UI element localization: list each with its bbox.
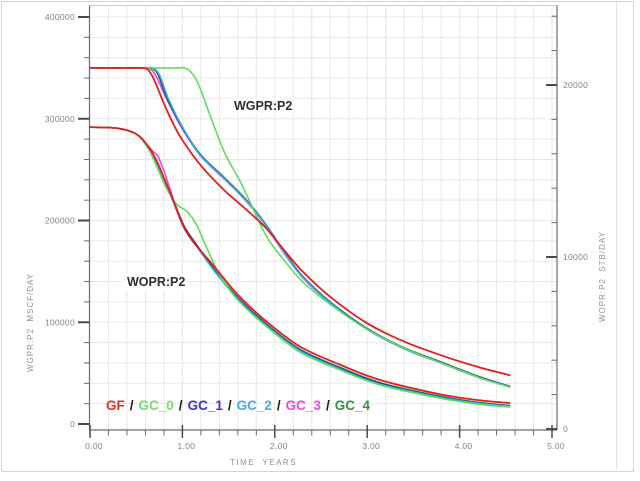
legend-item-GC_0: GC_0 <box>138 398 174 413</box>
axis-spines <box>88 5 558 431</box>
legend-item-GC_3: GC_3 <box>285 398 321 413</box>
svg-text:3.00: 3.00 <box>362 441 380 451</box>
svg-text:0.00: 0.00 <box>85 441 103 451</box>
svg-text:10000: 10000 <box>563 252 588 262</box>
svg-text:300000: 300000 <box>45 114 75 124</box>
svg-text:2.00: 2.00 <box>270 441 288 451</box>
y-left-axis: 400000 300000 200000 100000 0 <box>45 12 90 429</box>
legend-item-GC_1: GC_1 <box>187 398 223 413</box>
curve-label-wgpr: WGPR:P2 <box>231 98 296 114</box>
legend-separator: / <box>178 398 183 413</box>
legend-separator: / <box>129 398 134 413</box>
legend-separator: / <box>325 398 330 413</box>
series-curves <box>89 66 511 408</box>
curve-label-wopr: WOPR:P2 <box>124 274 189 290</box>
svg-text:0: 0 <box>563 424 568 434</box>
svg-text:20000: 20000 <box>563 80 588 90</box>
legend-item-GC_4: GC_4 <box>334 398 370 413</box>
svg-text:100000: 100000 <box>45 317 75 327</box>
y-right-axis: 20000 10000 0 <box>546 15 588 434</box>
svg-text:4.00: 4.00 <box>455 441 473 451</box>
legend-item-GF: GF <box>106 398 125 413</box>
legend-separator: / <box>227 398 232 413</box>
svg-text:1.00: 1.00 <box>178 441 196 451</box>
svg-text:400000: 400000 <box>45 12 75 22</box>
svg-text:5.00: 5.00 <box>547 441 565 451</box>
series-WGPR-P2-GC_0 <box>89 66 511 388</box>
series-WOPR-P2-GF <box>89 126 511 404</box>
series-WGPR-P2-GF <box>89 66 511 377</box>
panel-inner-edge <box>616 2 617 470</box>
gridlines <box>89 5 557 430</box>
legend-separator: / <box>276 398 281 413</box>
legend: GF / GC_0 / GC_1 / GC_2 / GC_3 / GC_4 <box>106 398 370 413</box>
legend-item-GC_2: GC_2 <box>236 398 272 413</box>
x-axis-title: TIME YEARS <box>230 458 298 467</box>
y-left-axis-title: WGPR:P2 MSCF/DAY <box>26 272 35 372</box>
svg-text:0: 0 <box>70 419 75 429</box>
y-right-axis-title: WOPR:P2 STB/DAY <box>598 231 607 322</box>
x-axis: 0.00 1.00 2.00 3.00 4.00 5.00 <box>85 425 565 451</box>
svg-text:200000: 200000 <box>45 216 75 226</box>
series-WOPR-P2-GC_0 <box>89 126 511 408</box>
